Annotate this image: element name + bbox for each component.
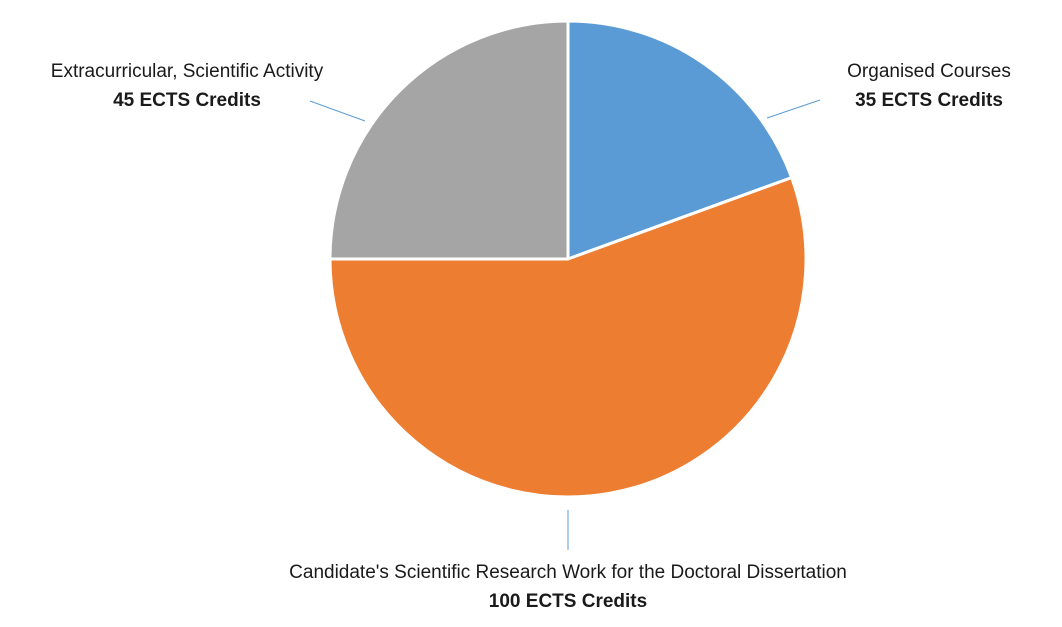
- slices-layer: [328, 19, 808, 499]
- label-organised-courses-value: 35 ECTS Credits: [855, 90, 1003, 111]
- leader-lines-layer: [309, 99, 821, 550]
- label-research-work-value: 100 ECTS Credits: [489, 591, 647, 612]
- label-organised-courses-category: Organised Courses: [847, 61, 1011, 82]
- label-extracurricular-category: Extracurricular, Scientific Activity: [51, 61, 324, 82]
- slice-research-work: [328, 176, 808, 499]
- label-research-work-category: Candidate's Scientific Research Work for…: [289, 562, 847, 583]
- label-extracurricular-value: 45 ECTS Credits: [113, 90, 261, 111]
- leader-line-extracurricular: [309, 100, 366, 122]
- slice-organised-courses: [566, 19, 794, 261]
- leader-line-organised-courses: [766, 99, 821, 119]
- slice-extracurricular: [328, 19, 570, 261]
